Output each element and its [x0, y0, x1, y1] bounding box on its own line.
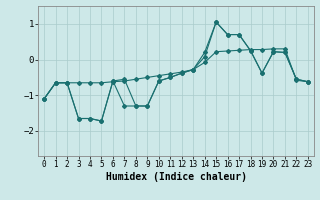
- X-axis label: Humidex (Indice chaleur): Humidex (Indice chaleur): [106, 172, 246, 182]
